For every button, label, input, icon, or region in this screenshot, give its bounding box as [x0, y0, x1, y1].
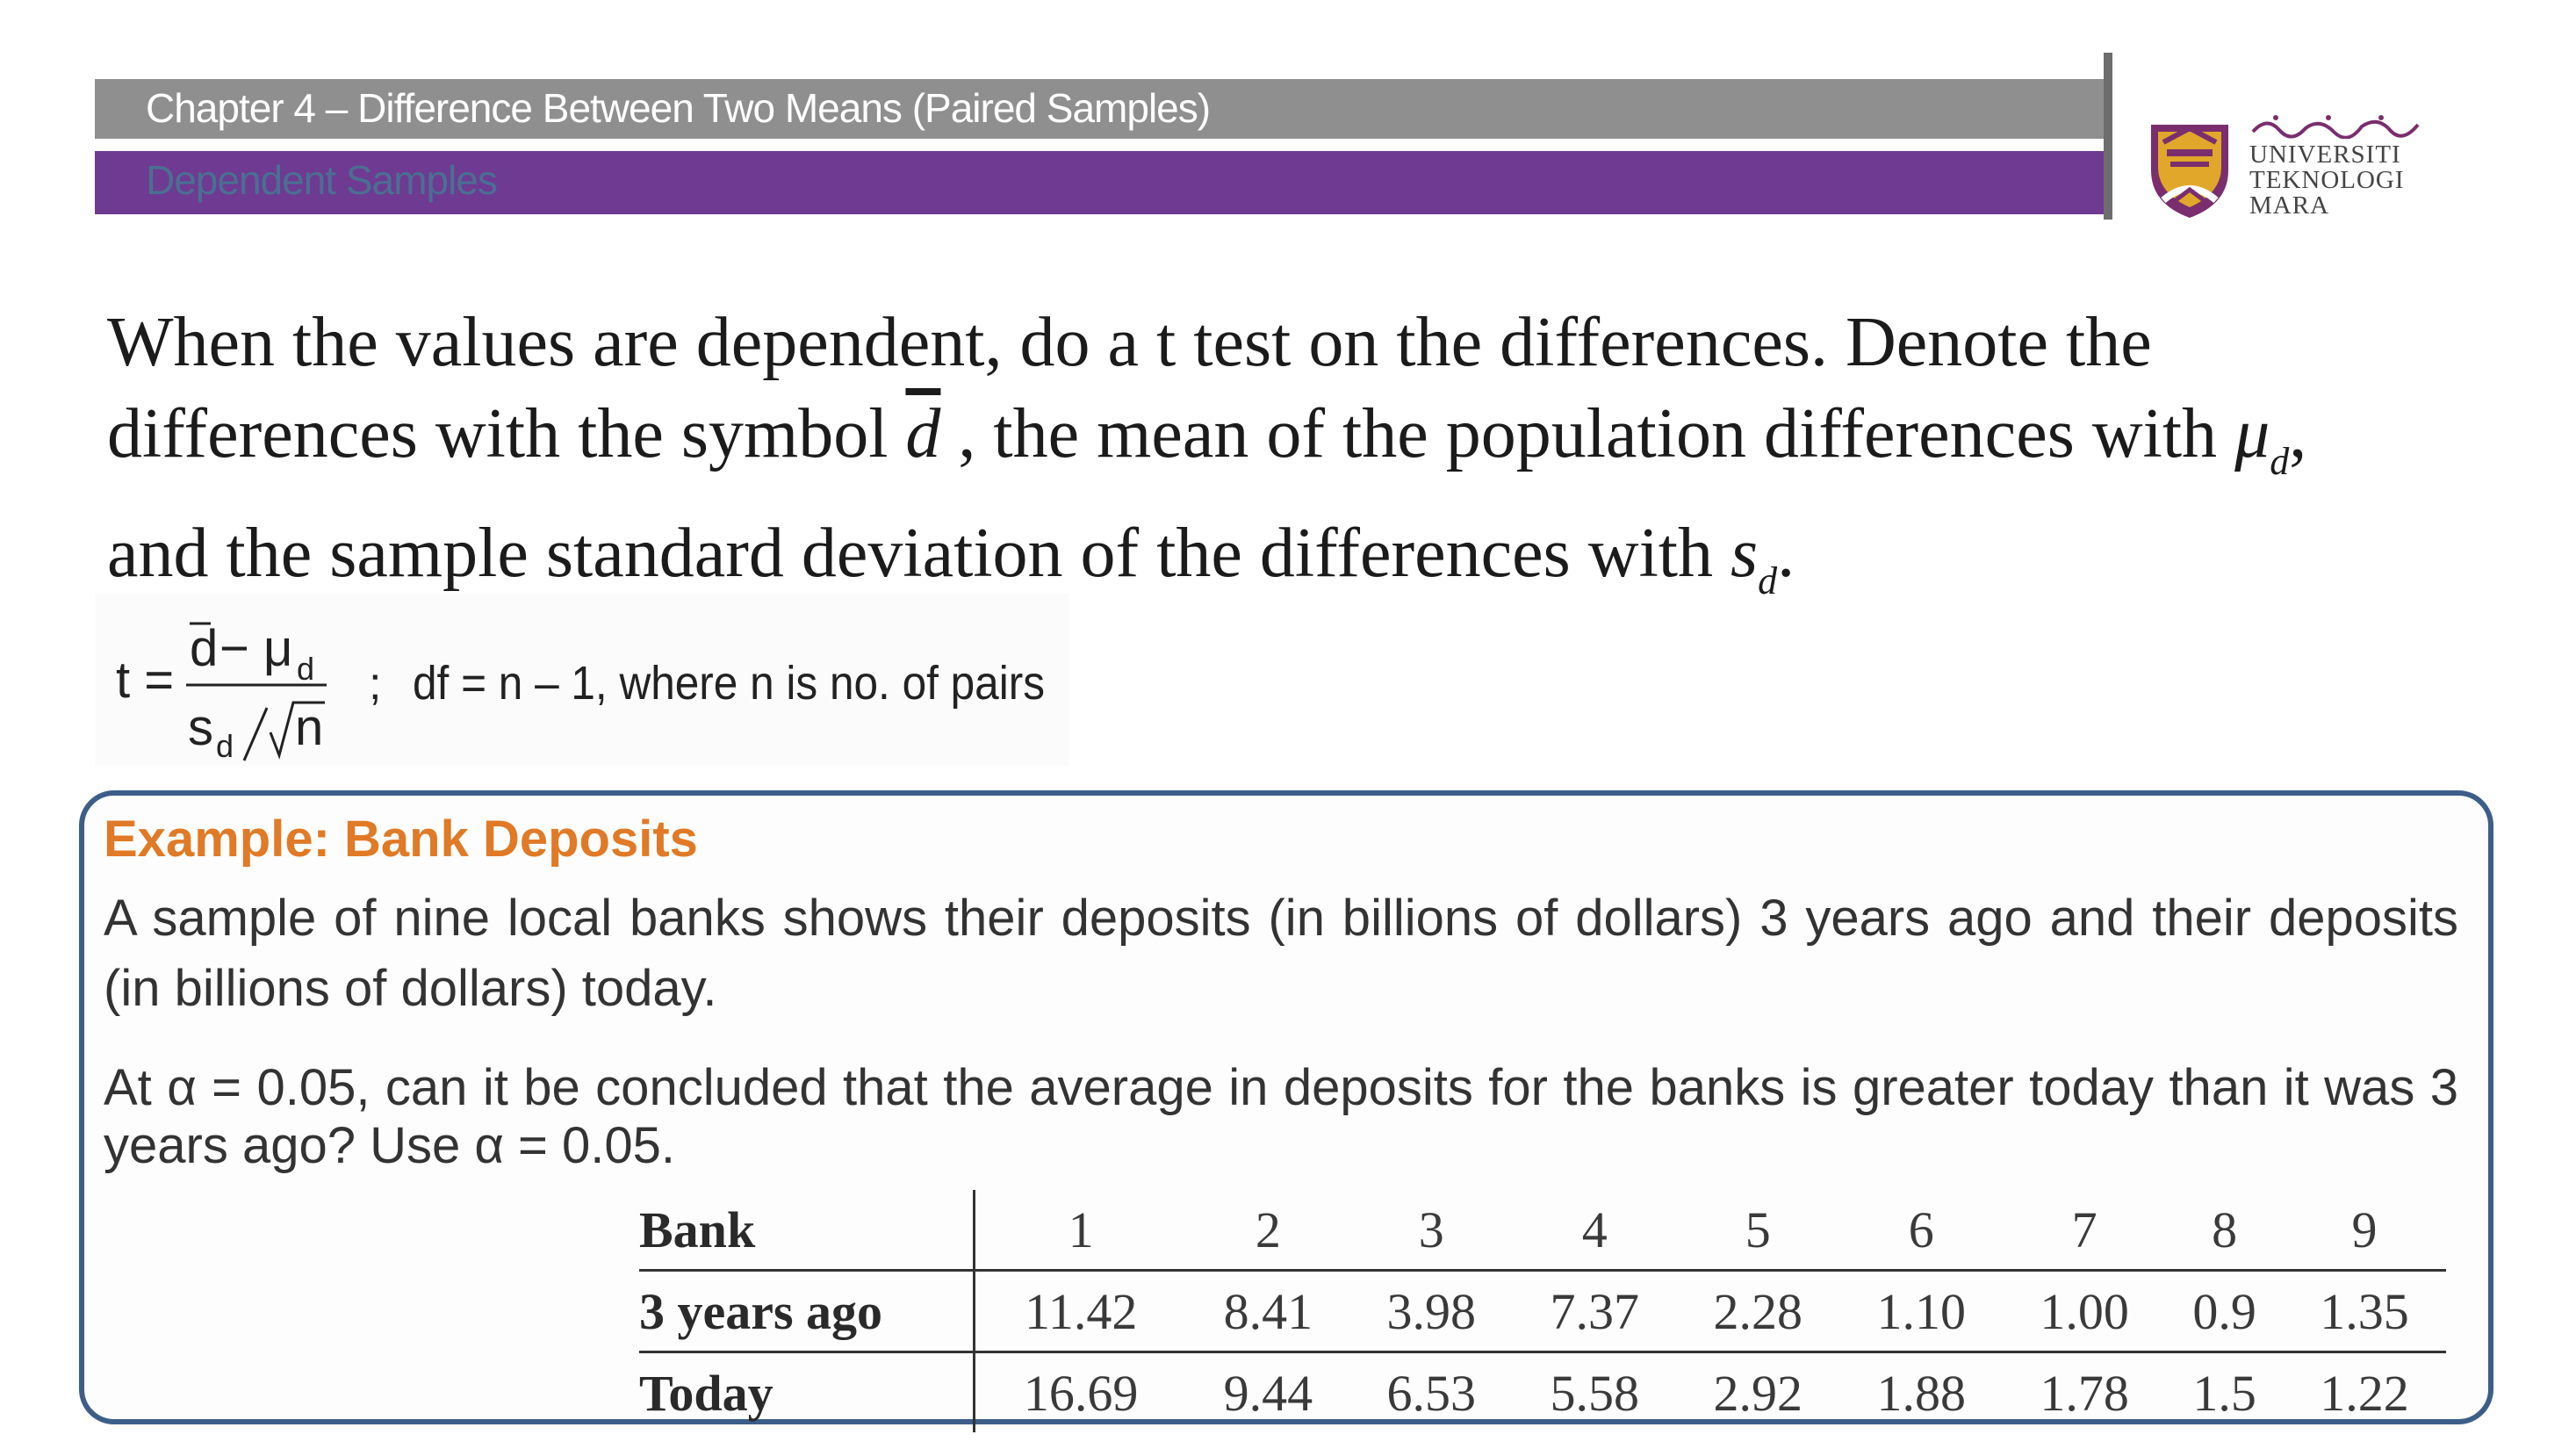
logo-line-3: MARA: [2249, 191, 2330, 220]
formula-sqrt-icon: [269, 701, 325, 760]
section-header-bar: Dependent Samples: [95, 151, 2107, 214]
table-cell: 3.98: [1349, 1269, 1514, 1352]
intro-paragraph: When the values are dependent, do a t te…: [107, 297, 2530, 627]
table-cell: 1.5: [2166, 1351, 2283, 1432]
table-header-cell: 5: [1745, 1200, 1771, 1258]
example-box: Example: Bank Deposits A sample of nine …: [79, 790, 2493, 1424]
table-header-cell: 8: [2212, 1200, 2238, 1258]
formula-denominator-sub: d: [216, 728, 234, 764]
table-header-cell: 2: [1255, 1200, 1281, 1258]
table-cell: 1.78: [2003, 1351, 2167, 1432]
table-cell: 7.37: [1513, 1269, 1677, 1352]
example-paragraph-2: At α = 0.05, can it be concluded that th…: [104, 1059, 2458, 1174]
bank-deposits-table: Bank 1 2 3 4 5 6 7 8 9 3 years ago 11.42…: [639, 1190, 2446, 1432]
table-row: Today 16.69 9.44 6.53 5.58 2.92 1.88 1.7…: [639, 1351, 2446, 1432]
table-header-cell: 6: [1908, 1200, 1934, 1258]
table-cell: 16.69: [974, 1351, 1187, 1432]
formula-slash: [242, 707, 269, 761]
intro-line-3: and the sample standard deviation of the…: [107, 515, 1795, 602]
table-cell: 9.44: [1186, 1351, 1350, 1432]
table-cell: 1.88: [1839, 1351, 2004, 1432]
table-cell: 8.41: [1186, 1269, 1350, 1352]
table-row: 3 years ago 11.42 8.41 3.98 7.37 2.28 1.…: [639, 1269, 2446, 1352]
s-symbol: s: [1731, 515, 1759, 592]
formula-t-eq: t =: [116, 652, 174, 709]
table-header-row: Bank 1 2 3 4 5 6 7 8 9: [639, 1190, 2446, 1271]
example-title: Example: Bank Deposits: [104, 811, 698, 868]
formula-numerator-sub: d: [297, 651, 314, 687]
table-row-label: 3 years ago: [639, 1269, 975, 1352]
table-cell: 0.9: [2166, 1269, 2283, 1352]
formula-semicolon: ;: [369, 659, 381, 710]
formula-numerator-d: d: [190, 620, 218, 677]
table-header-cell: 3: [1418, 1200, 1444, 1258]
formula-graphic: t = d − μ d s d n ; df = n – 1, where n …: [116, 620, 1045, 764]
table-cell: 2.28: [1676, 1269, 1840, 1352]
table-row-label: Today: [639, 1351, 975, 1432]
intro-line-1: When the values are dependent, do a t te…: [107, 304, 2152, 381]
chapter-header-bar: Chapter 4 – Difference Between Two Means…: [95, 79, 2107, 139]
logo-line-2: TEKNOLOGI: [2249, 166, 2405, 194]
formula-denominator-s: s: [188, 699, 213, 756]
formula-denominator-n: n: [295, 699, 323, 756]
table-header-cell: 9: [2351, 1200, 2378, 1258]
table-header-cell: 4: [1581, 1200, 1608, 1258]
table-cell: 2.92: [1676, 1351, 1840, 1432]
table-cell: 5.58: [1513, 1351, 1677, 1432]
t-test-formula: t = d − μ d s d n ; df = n – 1, where n …: [95, 594, 1069, 766]
d-bar-symbol: d: [905, 395, 941, 472]
table-header-cell: 1: [1068, 1200, 1094, 1258]
formula-numerator-rest: − μ: [219, 620, 292, 677]
uitm-crest-icon: [2151, 125, 2228, 218]
mu-symbol: μ: [2234, 395, 2270, 472]
chapter-title: Chapter 4 – Difference Between Two Means…: [146, 85, 1211, 131]
example-paragraph-1: A sample of nine local banks shows their…: [104, 890, 2458, 1017]
university-logo: UNIVERSITI TEKNOLOGI MARA: [2144, 112, 2434, 227]
table-cell: 1.10: [1839, 1269, 2004, 1352]
logo-line-1: UNIVERSITI: [2249, 141, 2401, 169]
table-header-cell: 7: [2071, 1200, 2097, 1258]
table-cell: 1.22: [2282, 1351, 2446, 1432]
table-cell: 1.00: [2003, 1269, 2167, 1352]
table-cell: 1.35: [2282, 1269, 2446, 1352]
jawi-script-logo-icon: [2251, 115, 2420, 139]
section-title: Dependent Samples: [146, 157, 498, 203]
intro-line-2: differences with the symbol d , the mean…: [107, 395, 2307, 483]
table-cell: 6.53: [1349, 1351, 1514, 1432]
table-header-label: Bank: [639, 1190, 975, 1271]
table-cell: 11.42: [974, 1269, 1187, 1352]
formula-df-text: df = n – 1, where n is no. of pairs: [413, 657, 1045, 710]
header-divider: [2104, 53, 2112, 220]
